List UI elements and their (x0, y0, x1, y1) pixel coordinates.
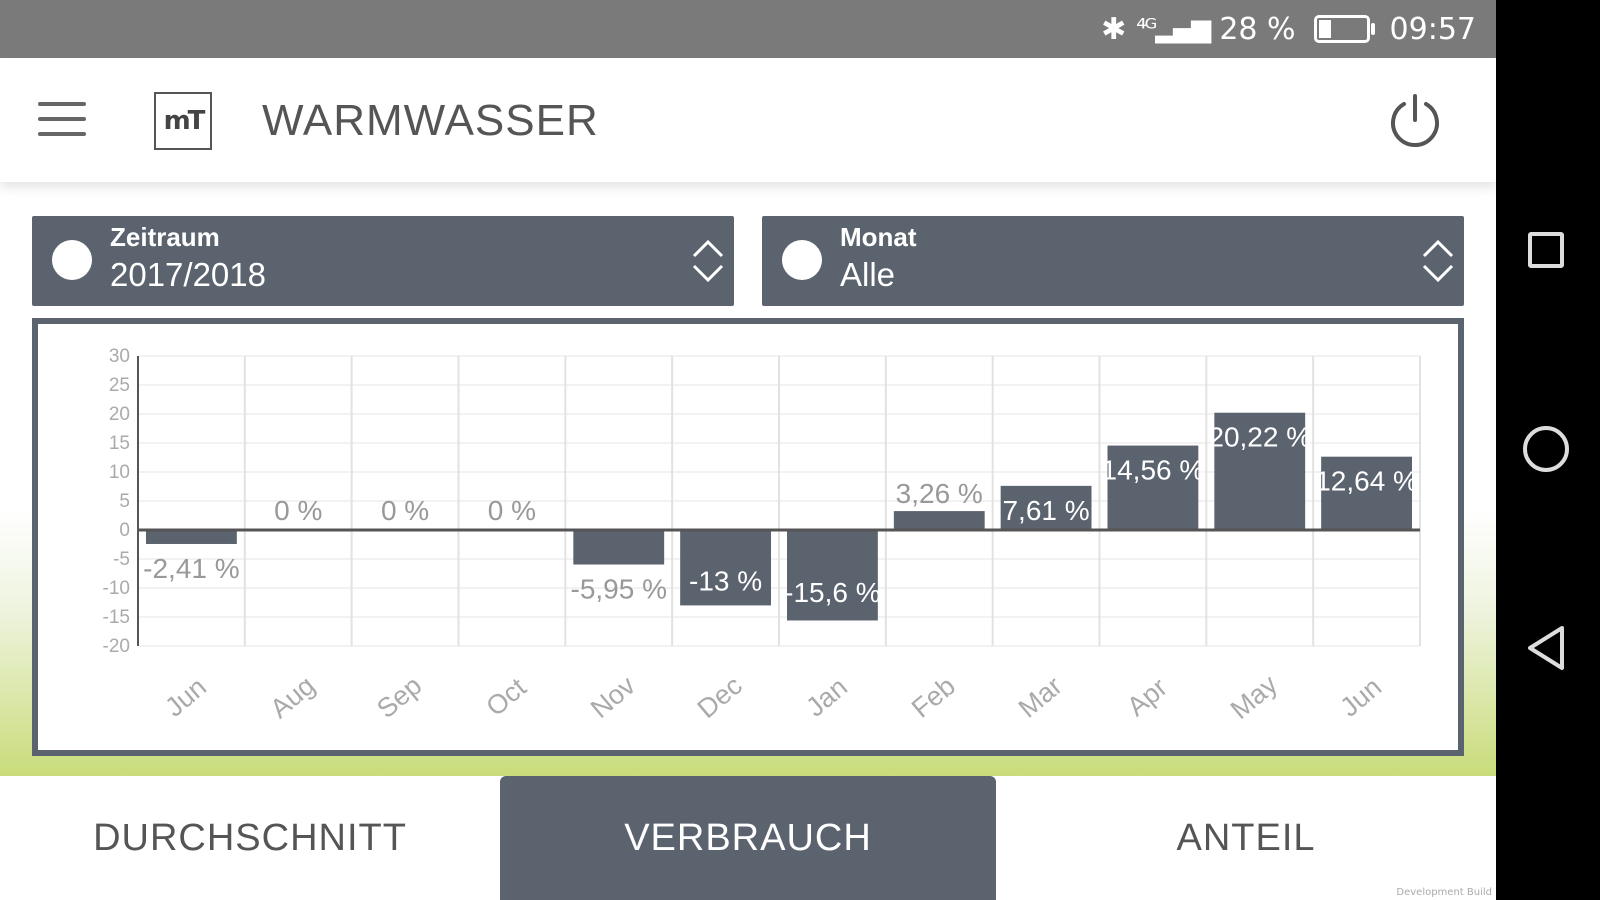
data-label: 0 % (274, 495, 322, 526)
data-label: 20,22 % (1208, 422, 1311, 453)
y-tick-label: -15 (103, 607, 130, 628)
app-logo: mT (154, 92, 212, 150)
zeitraum-label: Zeitraum (110, 222, 220, 252)
y-tick-label: 5 (119, 491, 130, 512)
data-label: -13 % (689, 566, 762, 597)
android-nav-bar (1496, 0, 1600, 900)
chart-container: 30 25 20 15 10 5 0 -5 -10 -15 -20 -2,41 % 0 % 0 % 0 % -… (32, 318, 1464, 756)
data-label: 14,56 % (1102, 455, 1205, 486)
bar (1000, 485, 1092, 530)
x-tick-label: Sep (371, 670, 427, 724)
zeitraum-value: 2017/2018 (110, 256, 266, 293)
y-tick-label: 20 (109, 404, 130, 425)
tab-verbrauch[interactable]: VERBRAUCH (500, 776, 996, 900)
y-tick-label: -5 (113, 549, 130, 570)
power-icon[interactable] (1384, 90, 1446, 152)
y-tick-label: 25 (109, 375, 130, 396)
y-tick-label: 10 (109, 462, 130, 483)
x-tick-label: Aug (264, 670, 320, 724)
monat-dropdown[interactable]: Monat Alle (762, 216, 1464, 306)
x-tick-label: Oct (480, 672, 532, 722)
data-label: 7,61 % (1002, 495, 1089, 526)
watermark: Development Build (1396, 887, 1492, 898)
bar (893, 511, 985, 530)
y-tick-label: 0 (119, 520, 130, 541)
y-tick-label: -10 (103, 578, 130, 599)
monat-radio[interactable] (782, 240, 822, 280)
y-tick-label: -20 (103, 636, 130, 657)
bar (573, 530, 665, 565)
data-label: -5,95 % (571, 574, 668, 605)
data-label: -15,6 % (784, 577, 881, 608)
app-screen: ✱ ⁴ᴳ▂▄▆ 28 % 09:57 mT WARMWASSER Zeitrau… (0, 0, 1496, 900)
data-label: 0 % (381, 495, 429, 526)
clock: 09:57 (1389, 11, 1476, 47)
bluetooth-icon: ✱ (1101, 11, 1127, 47)
zeitraum-radio[interactable] (52, 240, 92, 280)
bar (1107, 445, 1199, 530)
bar (787, 530, 878, 621)
x-tick-label: Feb (906, 671, 961, 724)
x-tick-label: Jun (159, 672, 212, 723)
chevron-up-down-icon (1422, 239, 1454, 283)
home-icon[interactable] (1523, 426, 1569, 472)
x-tick-label: Jan (800, 672, 853, 723)
x-tick-label: May (1225, 669, 1284, 725)
tab-durchschnitt[interactable]: DURCHSCHNITT (93, 816, 407, 859)
back-icon[interactable] (1524, 624, 1568, 672)
x-tick-label: Apr (1121, 672, 1172, 722)
signal-icon: ⁴ᴳ▂▄▆ (1136, 14, 1211, 44)
bar (1321, 456, 1412, 530)
zeitraum-dropdown[interactable]: Zeitraum 2017/2018 (32, 216, 734, 306)
data-label: 12,64 % (1315, 466, 1418, 497)
app-header: mT WARMWASSER (0, 58, 1496, 182)
tab-anteil[interactable]: ANTEIL (1176, 816, 1316, 859)
page-title: WARMWASSER (262, 96, 599, 145)
monat-label: Monat (840, 222, 917, 252)
x-tick-label: Jun (1334, 672, 1387, 723)
y-tick-label: 15 (109, 433, 130, 454)
battery-percent: 28 % (1219, 11, 1296, 47)
battery-icon (1313, 15, 1375, 43)
bar-chart: 30 25 20 15 10 5 0 -5 -10 -15 -20 -2,41 % 0 % 0 % 0 % -… (103, 346, 1421, 725)
monat-value: Alle (840, 256, 896, 293)
data-label: -2,41 % (143, 553, 240, 584)
chevron-up-down-icon (692, 239, 724, 283)
status-bar: ✱ ⁴ᴳ▂▄▆ 28 % 09:57 (0, 0, 1496, 58)
bar (1214, 412, 1306, 530)
menu-icon[interactable] (38, 102, 86, 136)
recent-apps-icon[interactable] (1528, 232, 1564, 268)
x-tick-label: Dec (692, 670, 748, 724)
x-tick-label: Mar (1013, 671, 1068, 724)
bottom-tab-bar: DURCHSCHNITT VERBRAUCH ANTEIL Developmen… (0, 776, 1496, 900)
bar (680, 530, 771, 606)
data-label: 3,26 % (896, 478, 983, 509)
data-label: 0 % (488, 495, 536, 526)
y-tick-label: 30 (109, 346, 130, 367)
x-tick-label: Nov (585, 670, 641, 724)
bar (146, 530, 237, 544)
